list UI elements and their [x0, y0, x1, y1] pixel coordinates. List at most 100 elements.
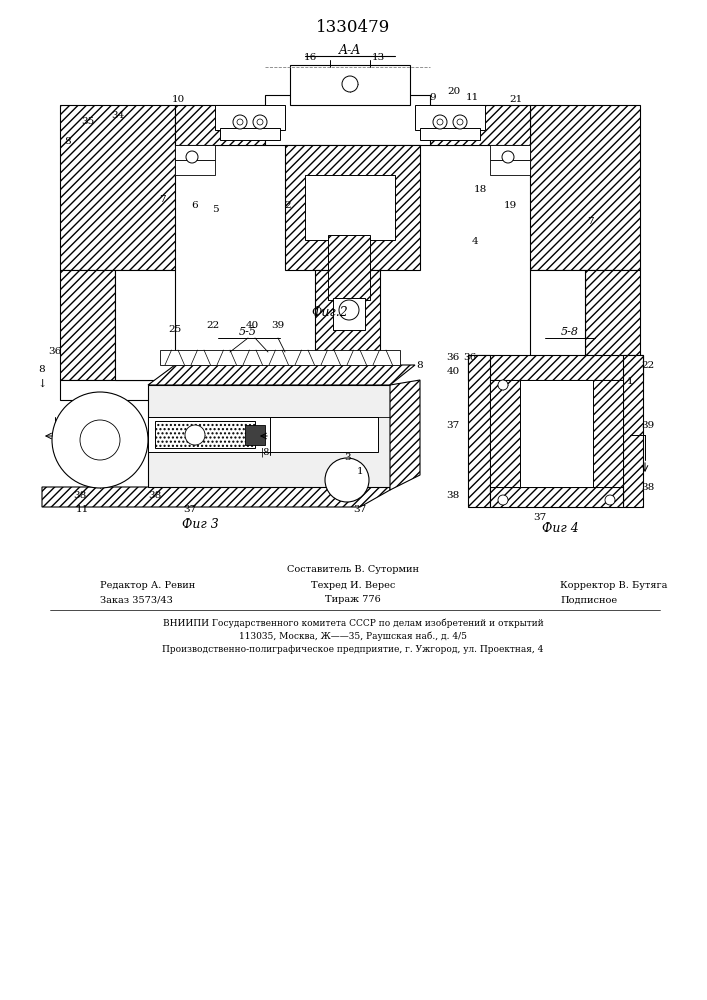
Text: |8: |8 — [260, 447, 269, 457]
Text: Тираж 776: Тираж 776 — [325, 595, 381, 604]
Bar — [328, 235, 370, 300]
Bar — [115, 270, 175, 380]
Bar — [333, 298, 365, 330]
Text: 10: 10 — [171, 96, 185, 104]
Circle shape — [52, 392, 148, 488]
Text: A-A: A-A — [339, 43, 361, 56]
Polygon shape — [60, 380, 175, 400]
Bar — [520, 380, 593, 487]
Text: 38: 38 — [74, 490, 87, 499]
Circle shape — [605, 495, 615, 505]
Text: 11: 11 — [76, 506, 88, 514]
Text: 13: 13 — [371, 52, 385, 62]
Text: 34: 34 — [112, 110, 124, 119]
Circle shape — [437, 119, 443, 125]
Text: Техред И. Верес: Техред И. Верес — [311, 582, 395, 590]
Text: Подписное: Подписное — [560, 595, 617, 604]
Bar — [468, 355, 490, 507]
Text: 37: 37 — [446, 420, 460, 430]
Text: 20: 20 — [448, 88, 461, 97]
Bar — [305, 175, 395, 240]
Bar — [290, 65, 410, 105]
Bar — [530, 270, 585, 380]
Polygon shape — [285, 145, 420, 270]
Text: 1330479: 1330479 — [316, 19, 390, 36]
Text: 18: 18 — [474, 186, 486, 194]
Text: 6: 6 — [192, 200, 198, 210]
Text: 8: 8 — [416, 360, 423, 369]
Circle shape — [325, 458, 369, 502]
Bar — [320, 435, 375, 460]
Text: 113035, Москва, Ж——35, Раушская наб., д. 4/5: 113035, Москва, Ж——35, Раушская наб., д.… — [239, 631, 467, 641]
Bar — [420, 128, 480, 140]
Circle shape — [237, 119, 243, 125]
Text: 5: 5 — [211, 206, 218, 215]
Text: Фиг 3: Фиг 3 — [182, 518, 218, 530]
Circle shape — [502, 151, 514, 163]
Bar — [148, 417, 378, 452]
Text: 9: 9 — [430, 93, 436, 102]
Bar — [490, 380, 520, 487]
Bar — [490, 145, 530, 160]
Bar — [175, 145, 215, 160]
Circle shape — [80, 420, 120, 460]
Circle shape — [433, 115, 447, 129]
Polygon shape — [430, 105, 530, 145]
Polygon shape — [148, 385, 390, 487]
Circle shape — [498, 495, 508, 505]
Bar — [593, 380, 623, 487]
Circle shape — [185, 425, 205, 445]
Bar — [175, 160, 215, 175]
Text: 36: 36 — [446, 353, 460, 361]
Text: 11: 11 — [465, 93, 479, 102]
Text: 25: 25 — [168, 326, 182, 334]
Circle shape — [186, 151, 198, 163]
Text: 39: 39 — [271, 320, 285, 330]
Text: 36: 36 — [463, 353, 477, 361]
Circle shape — [253, 115, 267, 129]
Text: 19: 19 — [503, 200, 517, 210]
Text: Производственно-полиграфическое предприятие, г. Ужгород, ул. Проектная, 4: Производственно-полиграфическое предприя… — [163, 645, 544, 654]
Text: 36: 36 — [48, 348, 62, 357]
Bar — [415, 105, 485, 130]
Text: 8: 8 — [64, 137, 71, 146]
Text: 35: 35 — [81, 117, 95, 126]
Text: 3: 3 — [345, 454, 351, 462]
Polygon shape — [60, 105, 175, 270]
Polygon shape — [60, 270, 115, 380]
Text: 40: 40 — [446, 367, 460, 376]
Text: 16: 16 — [303, 52, 317, 62]
Polygon shape — [315, 270, 380, 440]
Bar — [155, 421, 255, 448]
Text: Составитель В. Сутормин: Составитель В. Сутормин — [287, 566, 419, 574]
Text: 38: 38 — [641, 483, 655, 491]
Circle shape — [453, 115, 467, 129]
Text: ↓: ↓ — [37, 380, 47, 390]
Bar — [265, 95, 430, 145]
Bar — [245, 425, 265, 445]
Text: Фиг 4: Фиг 4 — [542, 522, 578, 534]
Text: 38: 38 — [446, 490, 460, 499]
Polygon shape — [585, 270, 640, 380]
Circle shape — [342, 76, 358, 92]
Bar — [490, 160, 530, 175]
Polygon shape — [530, 105, 640, 270]
Text: Редактор А. Ревин: Редактор А. Ревин — [100, 582, 195, 590]
Text: 21: 21 — [509, 96, 522, 104]
Bar — [325, 458, 370, 480]
Text: 5-8: 5-8 — [561, 327, 579, 337]
Circle shape — [233, 115, 247, 129]
Text: 8: 8 — [39, 365, 45, 374]
Text: Заказ 3573/43: Заказ 3573/43 — [100, 595, 173, 604]
Text: 40: 40 — [245, 320, 259, 330]
Circle shape — [257, 119, 263, 125]
Text: 1: 1 — [357, 468, 363, 477]
Bar — [220, 128, 280, 140]
Polygon shape — [42, 470, 390, 507]
Text: 37: 37 — [354, 506, 367, 514]
Text: 37: 37 — [183, 506, 197, 514]
Text: 38: 38 — [148, 490, 162, 499]
Polygon shape — [530, 380, 640, 400]
Circle shape — [498, 380, 508, 390]
Text: 5-5: 5-5 — [239, 327, 257, 337]
